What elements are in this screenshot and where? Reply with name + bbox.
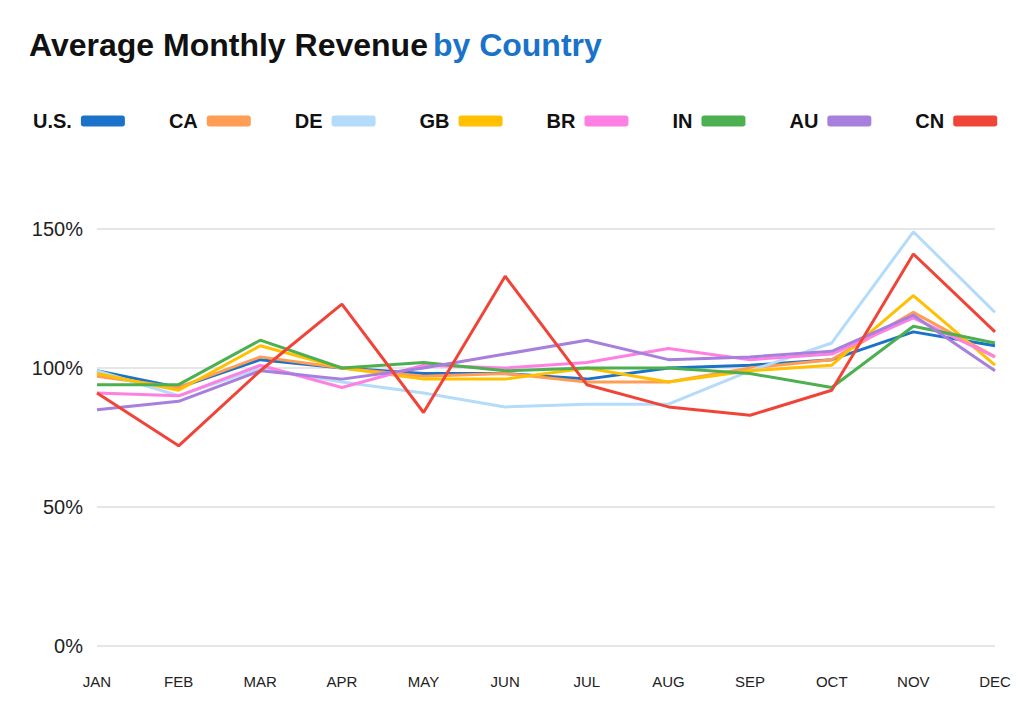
svg-text:100%: 100% <box>32 357 83 379</box>
svg-text:DEC: DEC <box>979 673 1011 690</box>
svg-text:IN: IN <box>672 110 692 132</box>
svg-text:OCT: OCT <box>816 673 848 690</box>
svg-text:JAN: JAN <box>83 673 111 690</box>
svg-text:BR: BR <box>547 110 576 132</box>
svg-text:0%: 0% <box>54 635 83 657</box>
svg-text:by Country: by Country <box>433 27 602 63</box>
svg-text:FEB: FEB <box>164 673 193 690</box>
svg-text:APR: APR <box>326 673 357 690</box>
svg-text:JUN: JUN <box>491 673 520 690</box>
svg-text:AU: AU <box>789 110 818 132</box>
svg-text:NOV: NOV <box>897 673 930 690</box>
svg-text:GB: GB <box>420 110 450 132</box>
svg-text:MAR: MAR <box>244 673 278 690</box>
svg-text:SEP: SEP <box>735 673 765 690</box>
svg-text:CA: CA <box>169 110 198 132</box>
svg-text:AUG: AUG <box>652 673 685 690</box>
svg-text:DE: DE <box>295 110 323 132</box>
svg-text:U.S.: U.S. <box>33 110 72 132</box>
svg-text:150%: 150% <box>32 218 83 240</box>
svg-text:CN: CN <box>915 110 944 132</box>
svg-text:50%: 50% <box>43 496 83 518</box>
svg-text:JUL: JUL <box>573 673 600 690</box>
svg-text:Average Monthly Revenue: Average Monthly Revenue <box>29 27 428 63</box>
svg-text:MAY: MAY <box>408 673 439 690</box>
